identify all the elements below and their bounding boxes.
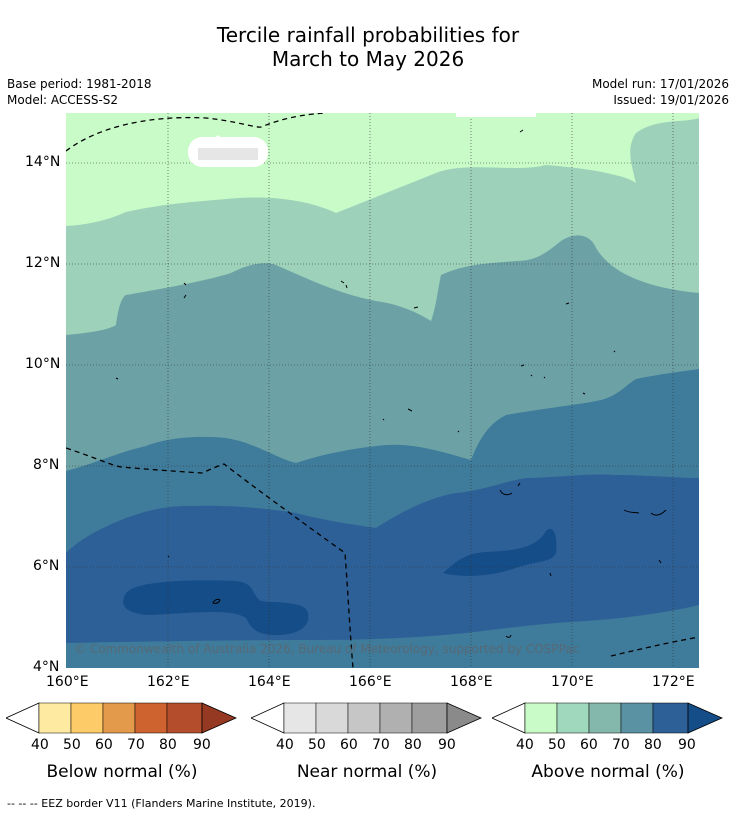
colorbar-below-high-arrow <box>201 702 237 734</box>
colorbar-below-segment <box>102 702 136 734</box>
copyright-notice: © Commonwealth of Australia 2026, Bureau… <box>74 642 579 656</box>
colorbar-below-low-arrow <box>6 702 40 734</box>
colorbar-near-high-arrow <box>446 702 482 734</box>
colorbar-above-tick: 90 <box>678 737 696 753</box>
colorbar-above-tick: 60 <box>580 737 598 753</box>
colorbar-near-tick: 90 <box>438 737 456 753</box>
colorbar-below-tick: 70 <box>127 737 145 753</box>
colorbar-above-tick: 70 <box>612 737 630 753</box>
colorbar-below-label: Below normal (%) <box>46 762 198 782</box>
colorbar-above-label: Above normal (%) <box>531 762 685 782</box>
lon-tick-168: 168°E <box>450 674 493 690</box>
eez-border <box>66 113 699 668</box>
colorbar-below-tick: 60 <box>95 737 113 753</box>
above-90-region-east <box>443 528 557 576</box>
issued-date: Issued: 19/01/2026 <box>613 93 729 107</box>
base-period: Base period: 1981-2018 <box>7 77 152 91</box>
colorbar-near <box>251 702 482 734</box>
colorbar-above-tick: 80 <box>644 737 662 753</box>
islands <box>115 129 667 638</box>
rainfall-map: © Commonwealth of Australia 2026, Bureau… <box>66 113 699 668</box>
colorbar-above-tick: 50 <box>548 737 566 753</box>
colorbar-below-tick: 80 <box>159 737 177 753</box>
masked-area-peak <box>204 135 232 148</box>
colorbar-near-tick: 70 <box>372 737 390 753</box>
colorbar-above-segment <box>524 702 558 734</box>
colorbar-above <box>492 702 723 734</box>
colorbar-near-segment <box>379 702 413 734</box>
masked-strip <box>456 113 536 117</box>
graticule <box>66 113 699 668</box>
title-line-1: Tercile rainfall probabilities for <box>216 23 520 47</box>
lon-tick-172: 172°E <box>652 674 695 690</box>
lat-tick-14: 14°N <box>25 154 61 170</box>
colorbar-below-segment <box>134 702 168 734</box>
colorbar-near-tick: 50 <box>308 737 326 753</box>
colorbar-above-low-arrow <box>492 702 526 734</box>
colorbar-above-segment <box>588 702 622 734</box>
colorbar-near-segment <box>283 702 317 734</box>
colorbar-near-segment <box>315 702 349 734</box>
lon-tick-170: 170°E <box>551 674 594 690</box>
lat-tick-8: 8°N <box>33 457 60 473</box>
colorbar-near-tick: 40 <box>276 737 294 753</box>
lat-tick-12: 12°N <box>25 255 61 271</box>
colorbar-above-segment <box>620 702 654 734</box>
colorbar-above-segment <box>652 702 689 734</box>
above-90-region <box>123 580 309 635</box>
model-name: Model: ACCESS-S2 <box>7 93 119 107</box>
colorbar-below-segment <box>166 702 203 734</box>
lat-tick-6: 6°N <box>33 558 60 574</box>
colorbar-below-segment <box>38 702 72 734</box>
masked-area-inner <box>198 148 258 160</box>
lat-tick-10: 10°N <box>25 356 61 372</box>
model-run: Model run: 17/01/2026 <box>591 77 729 91</box>
colorbar-below-tick: 90 <box>193 737 211 753</box>
colorbar-near-tick: 60 <box>340 737 358 753</box>
colorbar-near-low-arrow <box>251 702 285 734</box>
colorbar-below <box>6 702 237 734</box>
colorbar-below-tick: 40 <box>31 737 49 753</box>
lat-tick-4: 4°N <box>33 659 60 675</box>
lon-tick-164: 164°E <box>248 674 291 690</box>
colorbar-near-label: Near normal (%) <box>296 762 438 782</box>
colorbar-above-high-arrow <box>687 702 723 734</box>
lon-tick-160: 160°E <box>46 674 89 690</box>
colorbar-near-segment <box>347 702 381 734</box>
colorbar-below-segment <box>70 702 104 734</box>
colorbar-near-segment <box>411 702 448 734</box>
colorbar-above-tick: 40 <box>516 737 534 753</box>
lon-tick-166: 166°E <box>349 674 392 690</box>
colorbar-above-segment <box>556 702 590 734</box>
eez-footnote: -- -- -- EEZ border V11 (Flanders Marine… <box>7 797 316 810</box>
colorbar-below-tick: 50 <box>63 737 81 753</box>
lon-tick-162: 162°E <box>147 674 190 690</box>
colorbar-near-tick: 80 <box>404 737 422 753</box>
title-line-2: March to May 2026 <box>271 47 465 71</box>
